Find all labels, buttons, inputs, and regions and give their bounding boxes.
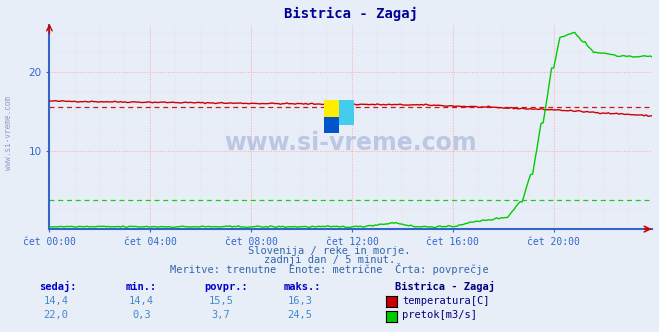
Bar	[324, 117, 339, 133]
Text: 22,0: 22,0	[43, 310, 69, 320]
Text: temperatura[C]: temperatura[C]	[402, 296, 490, 306]
Bar	[324, 101, 339, 117]
Text: maks.:: maks.:	[283, 282, 321, 291]
Text: 15,5: 15,5	[208, 296, 233, 306]
Text: pretok[m3/s]: pretok[m3/s]	[402, 310, 477, 320]
Text: Meritve: trenutne  Enote: metrične  Črta: povprečje: Meritve: trenutne Enote: metrične Črta: …	[170, 263, 489, 275]
Text: zadnji dan / 5 minut.: zadnji dan / 5 minut.	[264, 255, 395, 265]
Text: 24,5: 24,5	[287, 310, 312, 320]
Text: 16,3: 16,3	[287, 296, 312, 306]
Text: 0,3: 0,3	[132, 310, 151, 320]
Text: min.:: min.:	[125, 282, 156, 291]
Text: 3,7: 3,7	[212, 310, 230, 320]
Text: Bistrica - Zagaj: Bistrica - Zagaj	[395, 281, 496, 291]
Text: 14,4: 14,4	[129, 296, 154, 306]
Text: sedaj:: sedaj:	[40, 281, 77, 291]
Text: Slovenija / reke in morje.: Slovenija / reke in morje.	[248, 246, 411, 256]
Title: Bistrica - Zagaj: Bistrica - Zagaj	[284, 7, 418, 21]
Text: www.si-vreme.com: www.si-vreme.com	[225, 131, 477, 155]
Bar	[339, 101, 354, 125]
Text: 14,4: 14,4	[43, 296, 69, 306]
Text: www.si-vreme.com: www.si-vreme.com	[4, 96, 13, 170]
Text: povpr.:: povpr.:	[204, 282, 248, 291]
